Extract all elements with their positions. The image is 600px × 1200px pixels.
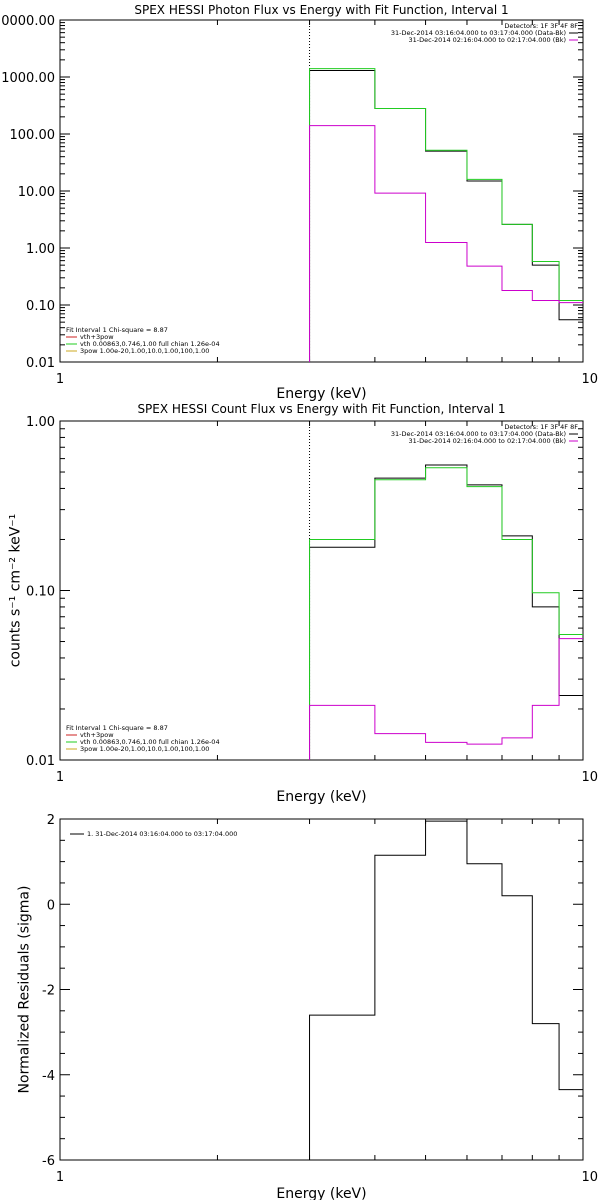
x-axis-label: Energy (keV) [276, 386, 366, 402]
y-tick-label: -4 [42, 1069, 55, 1084]
y-tick-label: 0 [47, 898, 55, 913]
y-tick-label: 2 [47, 813, 55, 828]
y-tick-label: 0.01 [26, 754, 55, 769]
y-tick-label: 0.10 [26, 299, 55, 314]
y-tick-label: 0000.00 [1, 14, 55, 29]
legend-entry: vth 0.00863,0.746,1.00 full chian 1.26e-… [80, 738, 220, 746]
y-tick-label: -2 [42, 984, 55, 999]
y-tick-label: 1000.00 [1, 71, 55, 86]
x-tick-label: 1 [56, 770, 64, 785]
plot-frame-3 [59, 818, 584, 1161]
legend-entry: vth 0.00863,0.746,1.00 full chian 1.26e-… [80, 340, 220, 348]
legend-entry: 31-Dec-2014 02:16:04.000 to 02:17:04.000… [409, 36, 567, 44]
y-tick-label: 1.00 [26, 242, 55, 257]
y-tick-label: 10.00 [18, 185, 55, 200]
y-axis-label: counts s⁻¹ cm⁻² keV⁻¹ [8, 514, 24, 668]
legend-entry: 31-Dec-2014 03:16:04.000 to 03:17:04.000… [391, 430, 566, 438]
legend-entry: 1. 31-Dec-2014 03:16:04.000 to 03:17:04.… [87, 830, 237, 838]
x-tick-label: 10 [581, 1170, 598, 1185]
legend-entry: Detectors: 1F 3F 4F 8F [504, 22, 578, 30]
legend-entry: Fit Interval 1 Chi-square = 8.87 [66, 724, 168, 732]
series-line-1 [309, 464, 583, 760]
chart-title: SPEX HESSI Count Flux vs Energy with Fit… [137, 402, 505, 416]
x-axis-label: Energy (keV) [276, 789, 366, 805]
series-line-1 [309, 70, 583, 362]
series-line-3 [309, 638, 583, 760]
x-tick-label: 1 [56, 1170, 64, 1185]
plot-frame-2 [59, 420, 584, 761]
y-tick-label: 100.00 [10, 128, 56, 143]
legend-entry: 3pow 1.00e-20,1.00,10.0,1.00,100,1.00 [80, 347, 209, 355]
y-tick-label: 0.10 [26, 585, 55, 600]
y-tick-label: -6 [42, 1154, 55, 1169]
legend-entry: 3pow 1.00e-20,1.00,10.0,1.00,100,1.00 [80, 745, 209, 753]
y-tick-label: 1.00 [26, 415, 55, 430]
legend-entry: vth+3pow [80, 731, 114, 739]
legend-entry: 31-Dec-2014 03:16:04.000 to 03:17:04.000… [391, 29, 566, 37]
legend-entry: 31-Dec-2014 02:16:04.000 to 02:17:04.000… [409, 437, 567, 445]
x-tick-label: 10 [581, 372, 598, 387]
y-axis-label: Normalized Residuals (sigma) [17, 886, 33, 1094]
legend-entry: Detectors: 1F 3F 4F 8F [504, 423, 578, 431]
x-tick-label: 1 [56, 372, 64, 387]
legend-entry: Fit Interval 1 Chi-square = 8.87 [66, 326, 168, 334]
series-line-2 [309, 68, 583, 362]
x-tick-label: 10 [581, 770, 598, 785]
series-line-2 [309, 467, 583, 760]
plot-frame-1 [59, 19, 584, 363]
legend-entry: vth+3pow [80, 333, 114, 341]
chart-title: SPEX HESSI Photon Flux vs Energy with Fi… [134, 3, 508, 17]
series-line-3 [309, 125, 583, 362]
y-tick-label: 0.01 [26, 356, 55, 371]
series-line-1 [309, 820, 583, 1160]
x-axis-label: Energy (keV) [276, 1186, 366, 1200]
